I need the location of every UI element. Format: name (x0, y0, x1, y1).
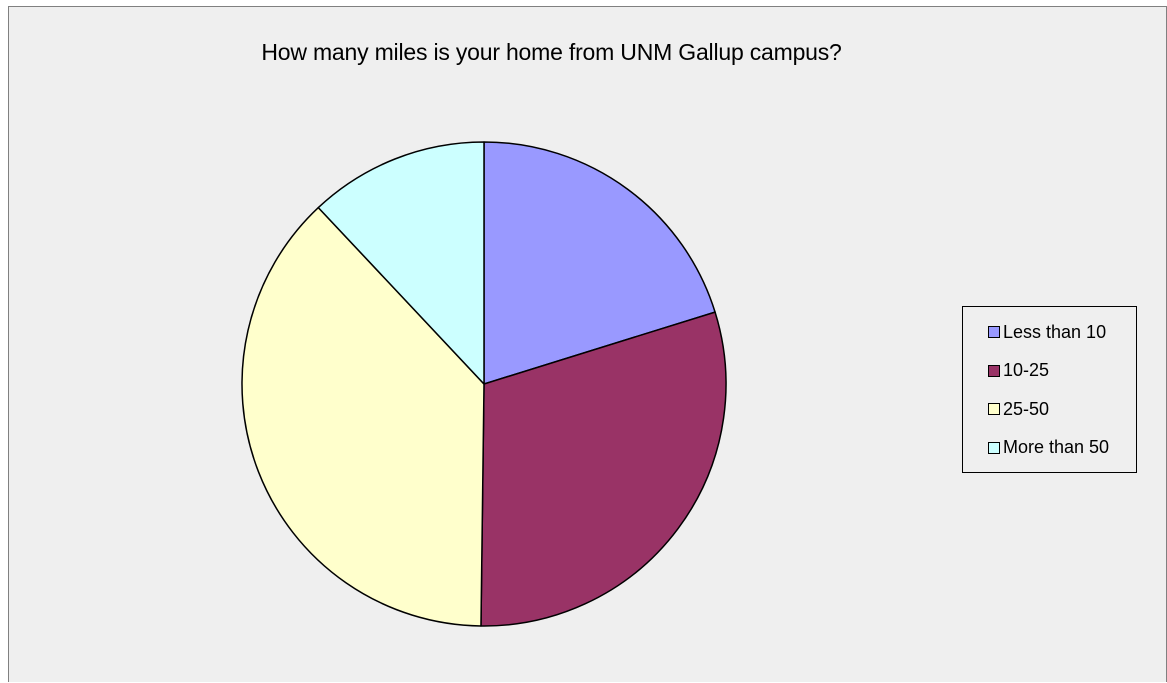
chart-area: How many miles is your home from UNM Gal… (8, 6, 1167, 682)
pie-slice-10-25 (480, 311, 727, 627)
legend-label: More than 50 (1003, 437, 1110, 458)
pie-plot (241, 141, 727, 627)
pie-slice-more-than-50 (317, 141, 485, 385)
legend-item: More than 50 (963, 429, 1136, 468)
legend-label: 10-25 (1003, 360, 1050, 381)
legend-swatch (988, 403, 1000, 416)
legend-swatch (988, 364, 1000, 377)
legend-swatch (988, 326, 1000, 339)
legend: Less than 10 10-25 25-50 More than 50 (962, 306, 1137, 473)
legend-item: Less than 10 (963, 313, 1136, 352)
legend-swatch (988, 441, 1000, 454)
pie-slice-25-50 (241, 206, 485, 627)
legend-label: 25-50 (1003, 398, 1050, 419)
pie-slice-less-than-10 (483, 141, 716, 385)
legend-item: 25-50 (963, 390, 1136, 429)
chart-title: How many miles is your home from UNM Gal… (261, 39, 842, 65)
legend-item: 10-25 (963, 352, 1136, 391)
legend-label: Less than 10 (1003, 321, 1107, 342)
